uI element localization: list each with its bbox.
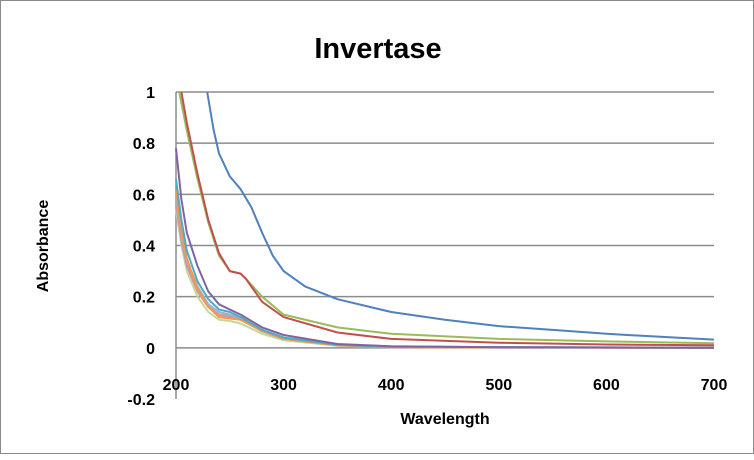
y-tick-label: 0.4 <box>133 239 155 256</box>
series-line-series-3 <box>178 91 715 345</box>
x-tick-label: 500 <box>485 377 512 394</box>
series-line-series-4 <box>175 148 715 349</box>
x-tick-label: 200 <box>163 377 190 394</box>
gridlines <box>175 91 714 399</box>
x-tick-label: 600 <box>593 377 620 394</box>
x-axis-label: Wavelength <box>400 411 489 428</box>
y-tick-label: 0.2 <box>133 290 155 307</box>
y-tick-label: 1 <box>146 85 155 102</box>
x-tick-label: 400 <box>378 377 405 394</box>
series-line-series-1 <box>206 91 715 341</box>
y-axis-label: Absorbance <box>35 200 52 293</box>
series-line-series-5 <box>175 178 715 349</box>
x-tick-label: 700 <box>701 377 728 394</box>
y-tick-label: 0.6 <box>133 187 155 204</box>
y-tick-label: 0 <box>146 341 155 358</box>
y-tick-label: 0.8 <box>133 136 155 153</box>
series-group <box>175 91 715 349</box>
x-tick-labels: 200 300 400 500 600 700 <box>163 377 728 394</box>
chart-title: Invertase <box>314 33 441 65</box>
y-tick-label: -0.2 <box>127 392 155 409</box>
x-tick-label: 300 <box>270 377 297 394</box>
y-tick-labels: -0.2 0 0.2 0.4 0.6 0.8 1 <box>127 85 155 409</box>
series-line-series-2 <box>180 91 715 347</box>
